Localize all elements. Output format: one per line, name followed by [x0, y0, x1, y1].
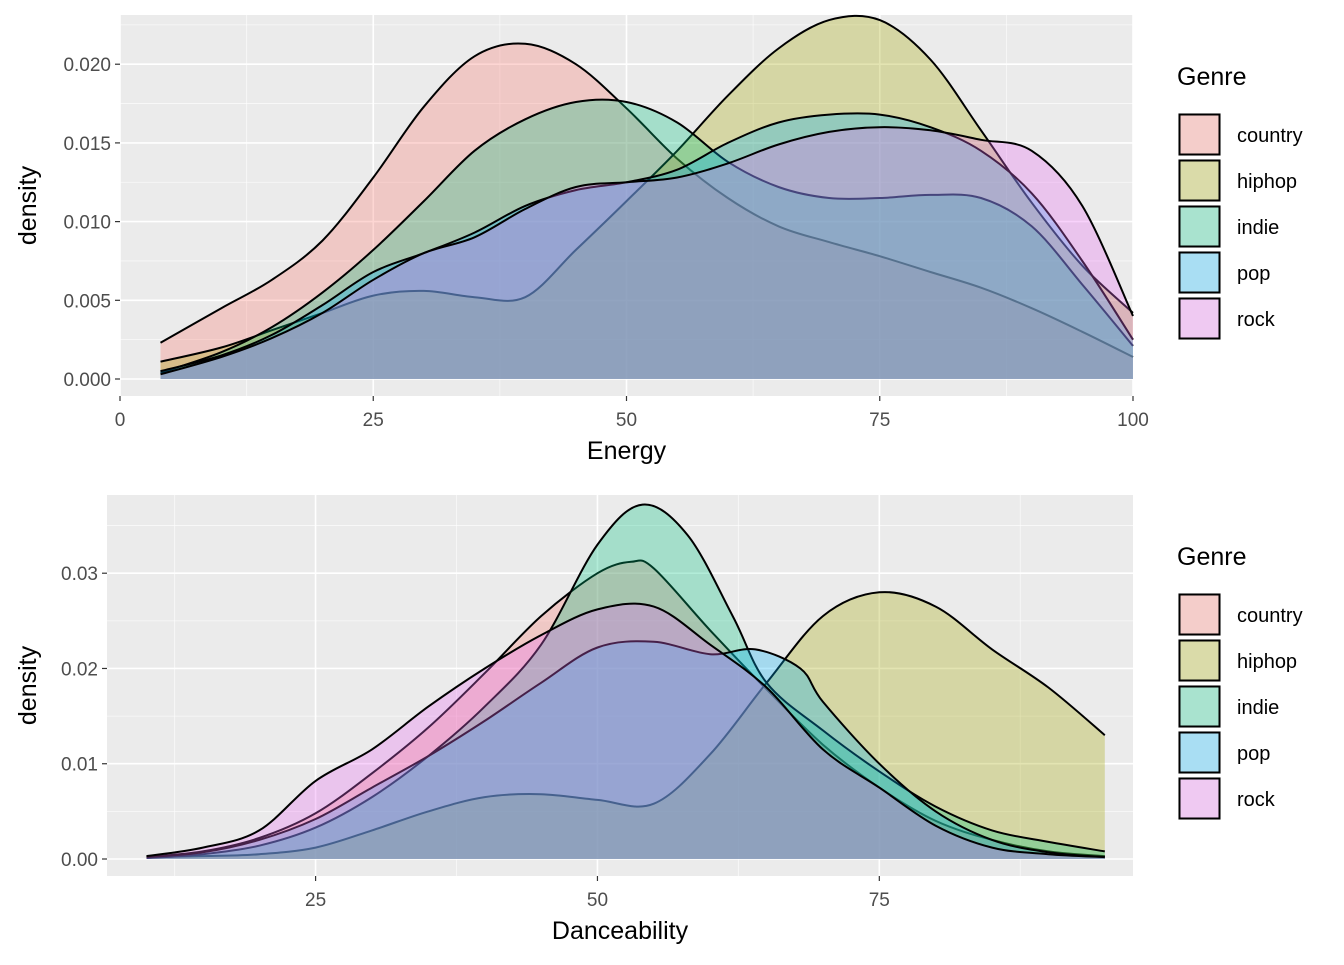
- x-tick-label: 0: [115, 410, 126, 431]
- density-area-hiphop: [146, 592, 1105, 859]
- y-tick-label: 0.000: [63, 370, 111, 391]
- legend-key-bg: [1178, 639, 1221, 682]
- density-line-hiphop: [160, 14, 1134, 363]
- x-axis-title: Danceability: [552, 917, 689, 945]
- density-line-rock: [146, 602, 1105, 859]
- legend-key-bg: [1178, 251, 1221, 294]
- y-tick-label: 0.005: [63, 291, 111, 312]
- x-tick-label: 25: [363, 410, 384, 431]
- density-area-rock: [160, 127, 1133, 379]
- density-line-hiphop: [146, 591, 1106, 859]
- legend-label-rock: rock: [1237, 309, 1276, 331]
- y-axis-title: density: [14, 165, 42, 245]
- density-area-pop: [146, 641, 1105, 859]
- legend: Genre country hiphop indie pop rock: [1177, 543, 1303, 820]
- density-line-indie: [146, 503, 1105, 859]
- x-tick-label: 75: [869, 890, 890, 911]
- legend-label-indie: indie: [1237, 697, 1279, 719]
- y-tick-label: 0.02: [61, 659, 98, 680]
- legend-key-hiphop: [1178, 639, 1221, 682]
- legend-label-hiphop: hiphop: [1237, 651, 1297, 673]
- legend-key-bg: [1178, 731, 1221, 774]
- legend-key-rock: [1178, 297, 1221, 340]
- legend-key-bg: [1178, 297, 1221, 340]
- density-area-hiphop: [160, 15, 1133, 379]
- legend-title: Genre: [1177, 63, 1246, 91]
- legend-key-indie: [1178, 205, 1221, 248]
- x-tick-label: 100: [1117, 410, 1149, 431]
- y-tick-label: 0.020: [63, 55, 111, 76]
- density-line-country: [146, 559, 1105, 859]
- density-area-indie: [160, 99, 1133, 379]
- legend-key-bg: [1178, 593, 1221, 636]
- density-area-indie: [146, 504, 1105, 859]
- legend: Genre country hiphop indie pop rock: [1177, 63, 1303, 340]
- x-tick-label: 50: [587, 890, 608, 911]
- legend-label-country: country: [1237, 605, 1303, 627]
- legend-key-rock: [1178, 777, 1221, 820]
- legend-key-bg: [1178, 205, 1221, 248]
- legend-label-pop: pop: [1237, 263, 1270, 285]
- legend-label-rock: rock: [1237, 789, 1276, 811]
- density-line-indie: [160, 98, 1134, 374]
- legend-key-country: [1178, 593, 1221, 636]
- legend-title: Genre: [1177, 543, 1246, 571]
- density-line-country: [160, 42, 1134, 358]
- x-tick-label: 50: [616, 410, 637, 431]
- density-area-rock: [146, 603, 1105, 859]
- legend-key-pop: [1178, 731, 1221, 774]
- x-axis-title: Energy: [587, 437, 667, 465]
- y-tick-label: 0.00: [61, 850, 98, 871]
- x-tick-label: 75: [869, 410, 890, 431]
- legend-key-country: [1178, 113, 1221, 156]
- legend-label-hiphop: hiphop: [1237, 171, 1297, 193]
- x-tick-label: 25: [305, 890, 326, 911]
- legend-key-bg: [1178, 159, 1221, 202]
- y-axis-title: density: [14, 645, 42, 725]
- legend-key-bg: [1178, 113, 1221, 156]
- y-tick-label: 0.01: [61, 755, 98, 776]
- legend-key-bg: [1178, 777, 1221, 820]
- legend-key-hiphop: [1178, 159, 1221, 202]
- density-line-pop: [160, 112, 1134, 373]
- y-tick-label: 0.015: [63, 134, 111, 155]
- y-tick-label: 0.03: [61, 564, 98, 585]
- plot-background: [107, 495, 1133, 876]
- chart-panel-1: 0 25 50 75 100 0.000 0.005 0.010 0.015 0.020 Energ…: [14, 14, 1303, 465]
- legend-label-pop: pop: [1237, 743, 1270, 765]
- density-line-rock: [160, 126, 1134, 376]
- density-area-country: [160, 43, 1133, 380]
- density-area-pop: [160, 113, 1133, 380]
- legend-label-indie: indie: [1237, 217, 1279, 239]
- legend-key-pop: [1178, 251, 1221, 294]
- chart-panel-2: 25 50 75 0.00 0.01 0.02 0.03 Danceability densit…: [14, 495, 1303, 945]
- legend-label-country: country: [1237, 125, 1303, 147]
- y-tick-label: 0.010: [63, 213, 111, 234]
- legend-key-bg: [1178, 685, 1221, 728]
- legend-key-indie: [1178, 685, 1221, 728]
- density-line-pop: [146, 640, 1105, 859]
- density-area-country: [146, 560, 1105, 859]
